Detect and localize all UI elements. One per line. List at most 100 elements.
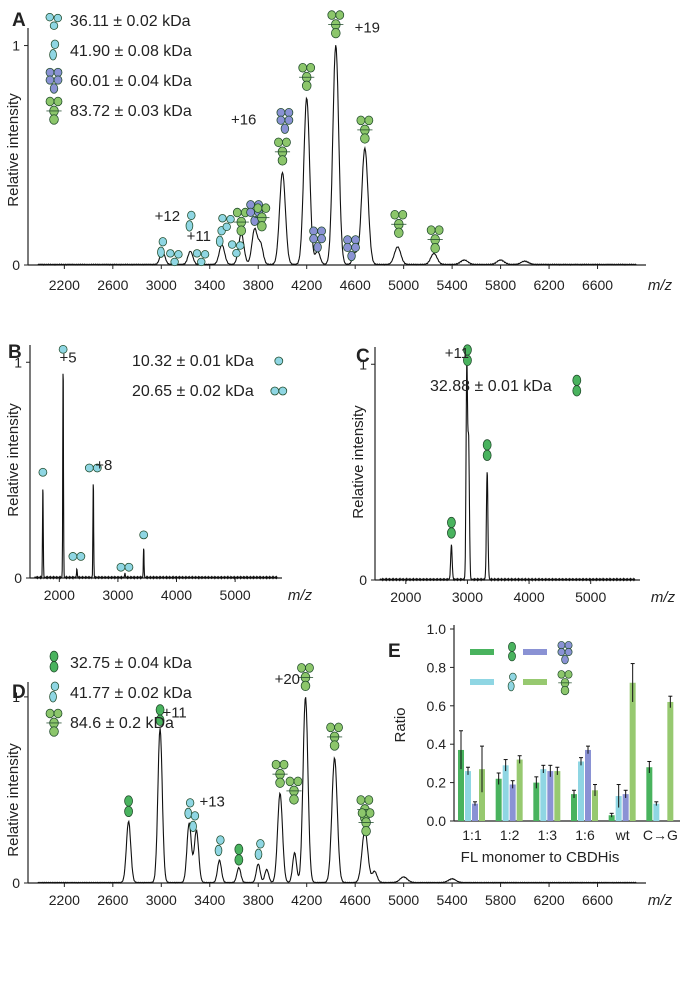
panel-e-bar [509,784,516,821]
panel-d-x-tick-label: 4600 [340,892,371,908]
panel-c-label: C [356,346,370,367]
panel-c-x-tick-label: 2000 [390,589,421,605]
panel-a-peak-icon-purple-tetramer [343,235,360,262]
panel-e-bar [465,771,471,821]
panel-a-peak-icon-cyan-trimer [227,240,245,258]
panel-e-category-label: 1:1 [462,827,482,843]
panel-a-peak-icon-green-tetramer [274,137,291,166]
panel-e-bar [472,803,478,821]
panel-d-x-tick-label: 6200 [533,892,564,908]
panel-b-peak-point [42,485,43,486]
panel-e-y-tick-label: 0.6 [427,698,447,714]
panel-d-legend-icon [49,681,60,703]
panel-b-x-tick-label: 3000 [102,587,133,603]
panel-a-x-tick-label: 5000 [388,277,419,293]
panel-e-x-axis-label: FL monomer to CBDHis [461,849,620,866]
panel-d-y-tick-label: 1 [12,689,20,705]
panel-a-x-tick-label: 3000 [146,277,177,293]
panel-a-peak-icon-green-tetramer [298,62,316,91]
panel-e-bar [592,790,598,821]
panel-b-x-tick-label: 5000 [220,587,251,603]
panel-a-charge-label: +11 [187,228,211,245]
panel-b-legend-text: 10.32 ± 0.01 kDa [132,353,254,370]
panel-e-bar [622,794,629,821]
panel-d-peak-icon-green-tetramer [271,759,289,788]
panel-d-x-tick-label: 6600 [582,892,613,908]
panel-d-spectrum-line [37,697,637,884]
panel-c-y-tick-label: 0 [359,572,367,588]
panel-d-x-tick-label: 5800 [485,892,516,908]
panel-e-bar [585,749,591,821]
panel-d-x-tick-label: 3800 [243,892,274,908]
panel-b-peak-point [143,547,144,548]
panel-c-x-tick-label: 4000 [513,589,544,605]
panel-c-peak-icon-green-monomer [482,439,492,461]
panel-e-bar [533,782,540,821]
panel-d-legend-text: 32.75 ± 0.04 kDa [70,655,192,672]
panel-e-y-tick-label: 0.2 [427,775,447,791]
panel-e-y-axis-label: Ratio [392,707,409,742]
panel-a-x-tick-label: 4600 [340,277,371,293]
panel-b-y-axis-label: Relative intensity [5,403,22,517]
panel-a-peak-icon-cyan-dimer [185,210,196,232]
panel-e-legend-swatch [470,679,494,685]
panel-b-x-axis-label: m/z [288,587,313,604]
panel-e-category-label: C→G [643,827,678,843]
panel-e-legend-icon [507,672,517,692]
panel-c-charge-label: +11 [445,345,469,362]
panel-b-legend-text: 20.65 ± 0.02 kDa [132,383,254,400]
panel-d-charge-label: +20 [275,671,300,688]
panel-d-x-tick-label: 5000 [388,892,419,908]
panel-d-peak-icon-cyan-dimer [214,835,225,857]
panel-d-peak-icon-green-monomer [234,843,244,866]
panel-a-legend-text: 83.72 ± 0.03 kDa [70,103,192,120]
panel-c-y-axis-label: Relative intensity [350,405,367,519]
panel-b-peak-icon-cyan-dimer-h [68,552,86,561]
panel-a-peak-icon-cyan-trimer [192,249,210,267]
panel-a-peak-icon-purple-tetramer [276,108,294,134]
panel-e-category-label: 1:6 [575,827,595,843]
panel-a-peak-icon-cyan-dimer [215,226,226,247]
panel-e-y-tick-label: 0.0 [427,813,447,829]
panel-e-y-tick-label: 0.8 [427,659,447,675]
panel-e-bar [502,765,509,821]
panel-d-x-tick-label: 2200 [49,892,80,908]
panel-e: E 0.0 0.2 0.4 0.6 0.8 1.0 Ratio FL monomer to C… [388,621,680,866]
panel-a-x-tick-label: 3400 [194,277,225,293]
panel-c-spectrum-line [379,359,636,583]
panel-a-legend-text: 41.90 ± 0.08 kDa [70,43,192,60]
panel-b-y-tick-label: 0 [14,570,22,586]
panel-b-peak-icon-cyan-monomer [139,530,149,540]
panel-a-peak-icon-purple-tetramer [309,226,326,253]
panel-e-bar [495,778,502,821]
panel-c-y-tick-label: 1 [359,356,367,372]
panel-d-charge-label: +13 [199,794,224,811]
panel-a-legend-icon [45,96,63,125]
panel-a-x-tick-label: 2600 [97,277,128,293]
panel-b-peak-point [93,480,94,481]
panel-d-x-tick-label: 3000 [146,892,177,908]
panel-d-x-tick-label: 3400 [194,892,225,908]
panel-d-peak-icon-green-tetramer [285,776,303,805]
panel-e-bar [554,771,561,821]
panel-e-bar [571,794,577,821]
panel-e-legend-icon [557,670,573,696]
panel-e-bar [653,803,660,821]
panel-e-legend-swatch [523,679,547,685]
panel-a: A 2200 2600 3000 3400 3800 4200 4600 5000 5400 58… [5,10,673,294]
panel-d-peak-icon-green-monomer [155,704,165,726]
panel-a-spectrum-line [37,45,637,266]
panel-e-bar [667,701,674,821]
panel-a-label: A [12,10,26,31]
panel-d: D 2200 2600 3000 3400 3800 4200 4600 5000 5400 58… [5,650,673,909]
panel-c-x-tick-label: 3000 [452,589,483,605]
panel-d-peak-icon-cyan-dimer [189,811,200,832]
panel-e-legend-swatch [523,649,547,655]
panel-b-label: B [8,342,22,363]
panel-b-legend-icon [274,356,284,366]
panel-c: C 2000 3000 4000 5000 0 1 Relative intensity m/… [350,344,676,606]
panel-e-bar [646,767,653,821]
panel-e-bar [540,769,547,821]
panel-e-legend-icon [508,641,516,662]
panel-b-x-tick-label: 4000 [161,587,192,603]
